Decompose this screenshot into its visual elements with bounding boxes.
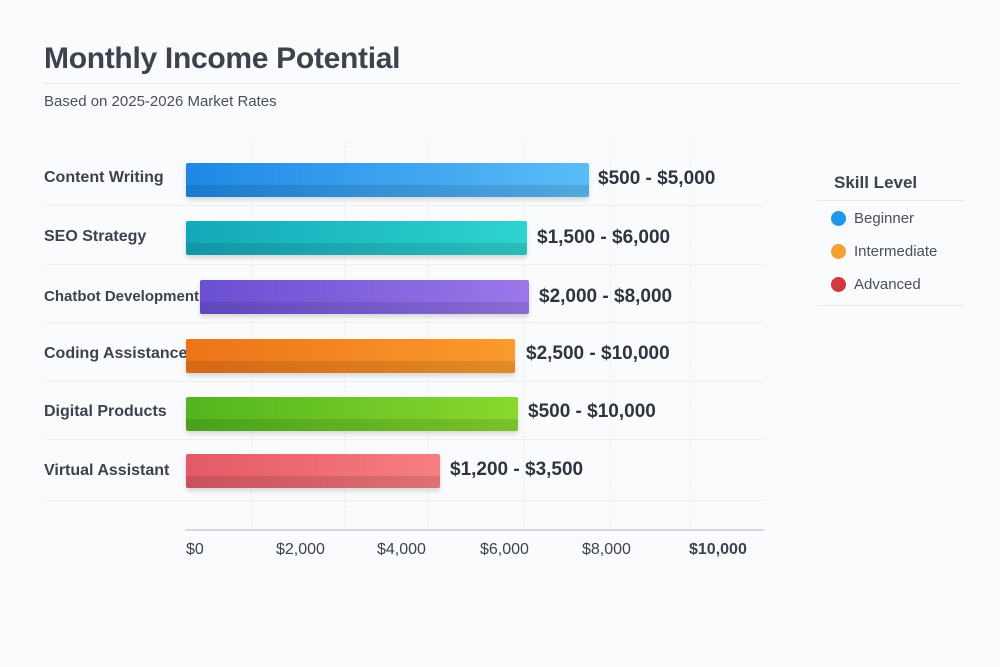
value-label-content-writing: $500 - $5,000 — [598, 168, 716, 189]
x-axis-line — [185, 529, 764, 531]
bar-chatbot-development — [200, 280, 529, 314]
legend: Skill Level Beginner Intermediate Advanc… — [817, 170, 964, 306]
legend-item-beginner: Beginner — [817, 202, 964, 235]
row-divider — [45, 205, 764, 206]
grid-line — [690, 140, 691, 528]
bar-content-writing — [186, 163, 589, 197]
legend-item-intermediate: Intermediate — [817, 235, 964, 268]
chart-subtitle: Based on 2025-2026 Market Rates — [44, 93, 277, 110]
legend-item-advanced: Advanced — [817, 268, 964, 301]
category-label-content-writing: Content Writing — [44, 169, 164, 186]
legend-label: Advanced — [854, 276, 921, 293]
value-label-virtual-assistant: $1,200 - $3,500 — [450, 459, 584, 480]
category-label-seo-strategy: SEO Strategy — [44, 228, 147, 245]
grid-line — [610, 140, 611, 528]
legend-label: Intermediate — [854, 243, 938, 260]
bar-virtual-assistant — [186, 454, 440, 488]
bar-seo-strategy — [186, 221, 527, 255]
category-label-virtual-assistant: Virtual Assistant — [44, 462, 170, 479]
legend-dot-icon — [831, 211, 846, 226]
category-label-chatbot-development: Chatbot Development — [44, 288, 200, 305]
x-tick: $2,000 — [276, 541, 325, 558]
grid-line — [251, 140, 252, 528]
legend-dot-icon — [831, 244, 846, 259]
row-divider — [45, 381, 764, 382]
value-label-chatbot-development: $2,000 - $8,000 — [539, 286, 673, 307]
grid-line — [344, 140, 345, 528]
category-label-digital-products: Digital Products — [44, 403, 167, 420]
legend-label: Beginner — [854, 210, 915, 227]
value-label-coding-assistance: $2,500 - $10,000 — [526, 343, 670, 364]
bar-coding-assistance — [186, 339, 515, 373]
x-tick: $0 — [186, 541, 204, 558]
row-divider — [45, 439, 764, 440]
value-label-digital-products: $500 - $10,000 — [528, 401, 656, 422]
x-tick: $8,000 — [582, 541, 631, 558]
chart-title: Monthly Income Potential — [44, 42, 401, 75]
value-label-seo-strategy: $1,500 - $6,000 — [537, 227, 671, 248]
x-tick: $10,000 — [689, 541, 747, 558]
bar-digital-products — [186, 397, 518, 431]
row-divider — [45, 322, 764, 323]
x-tick: $6,000 — [480, 541, 529, 558]
category-label-coding-assistance: Coding Assistance — [44, 345, 188, 362]
grid-line — [428, 140, 429, 528]
row-divider — [45, 500, 764, 501]
title-divider — [44, 83, 960, 84]
grid-line — [523, 140, 524, 528]
x-tick: $4,000 — [377, 541, 426, 558]
row-divider — [45, 264, 764, 265]
legend-title: Skill Level — [817, 170, 964, 201]
legend-dot-icon — [831, 277, 846, 292]
